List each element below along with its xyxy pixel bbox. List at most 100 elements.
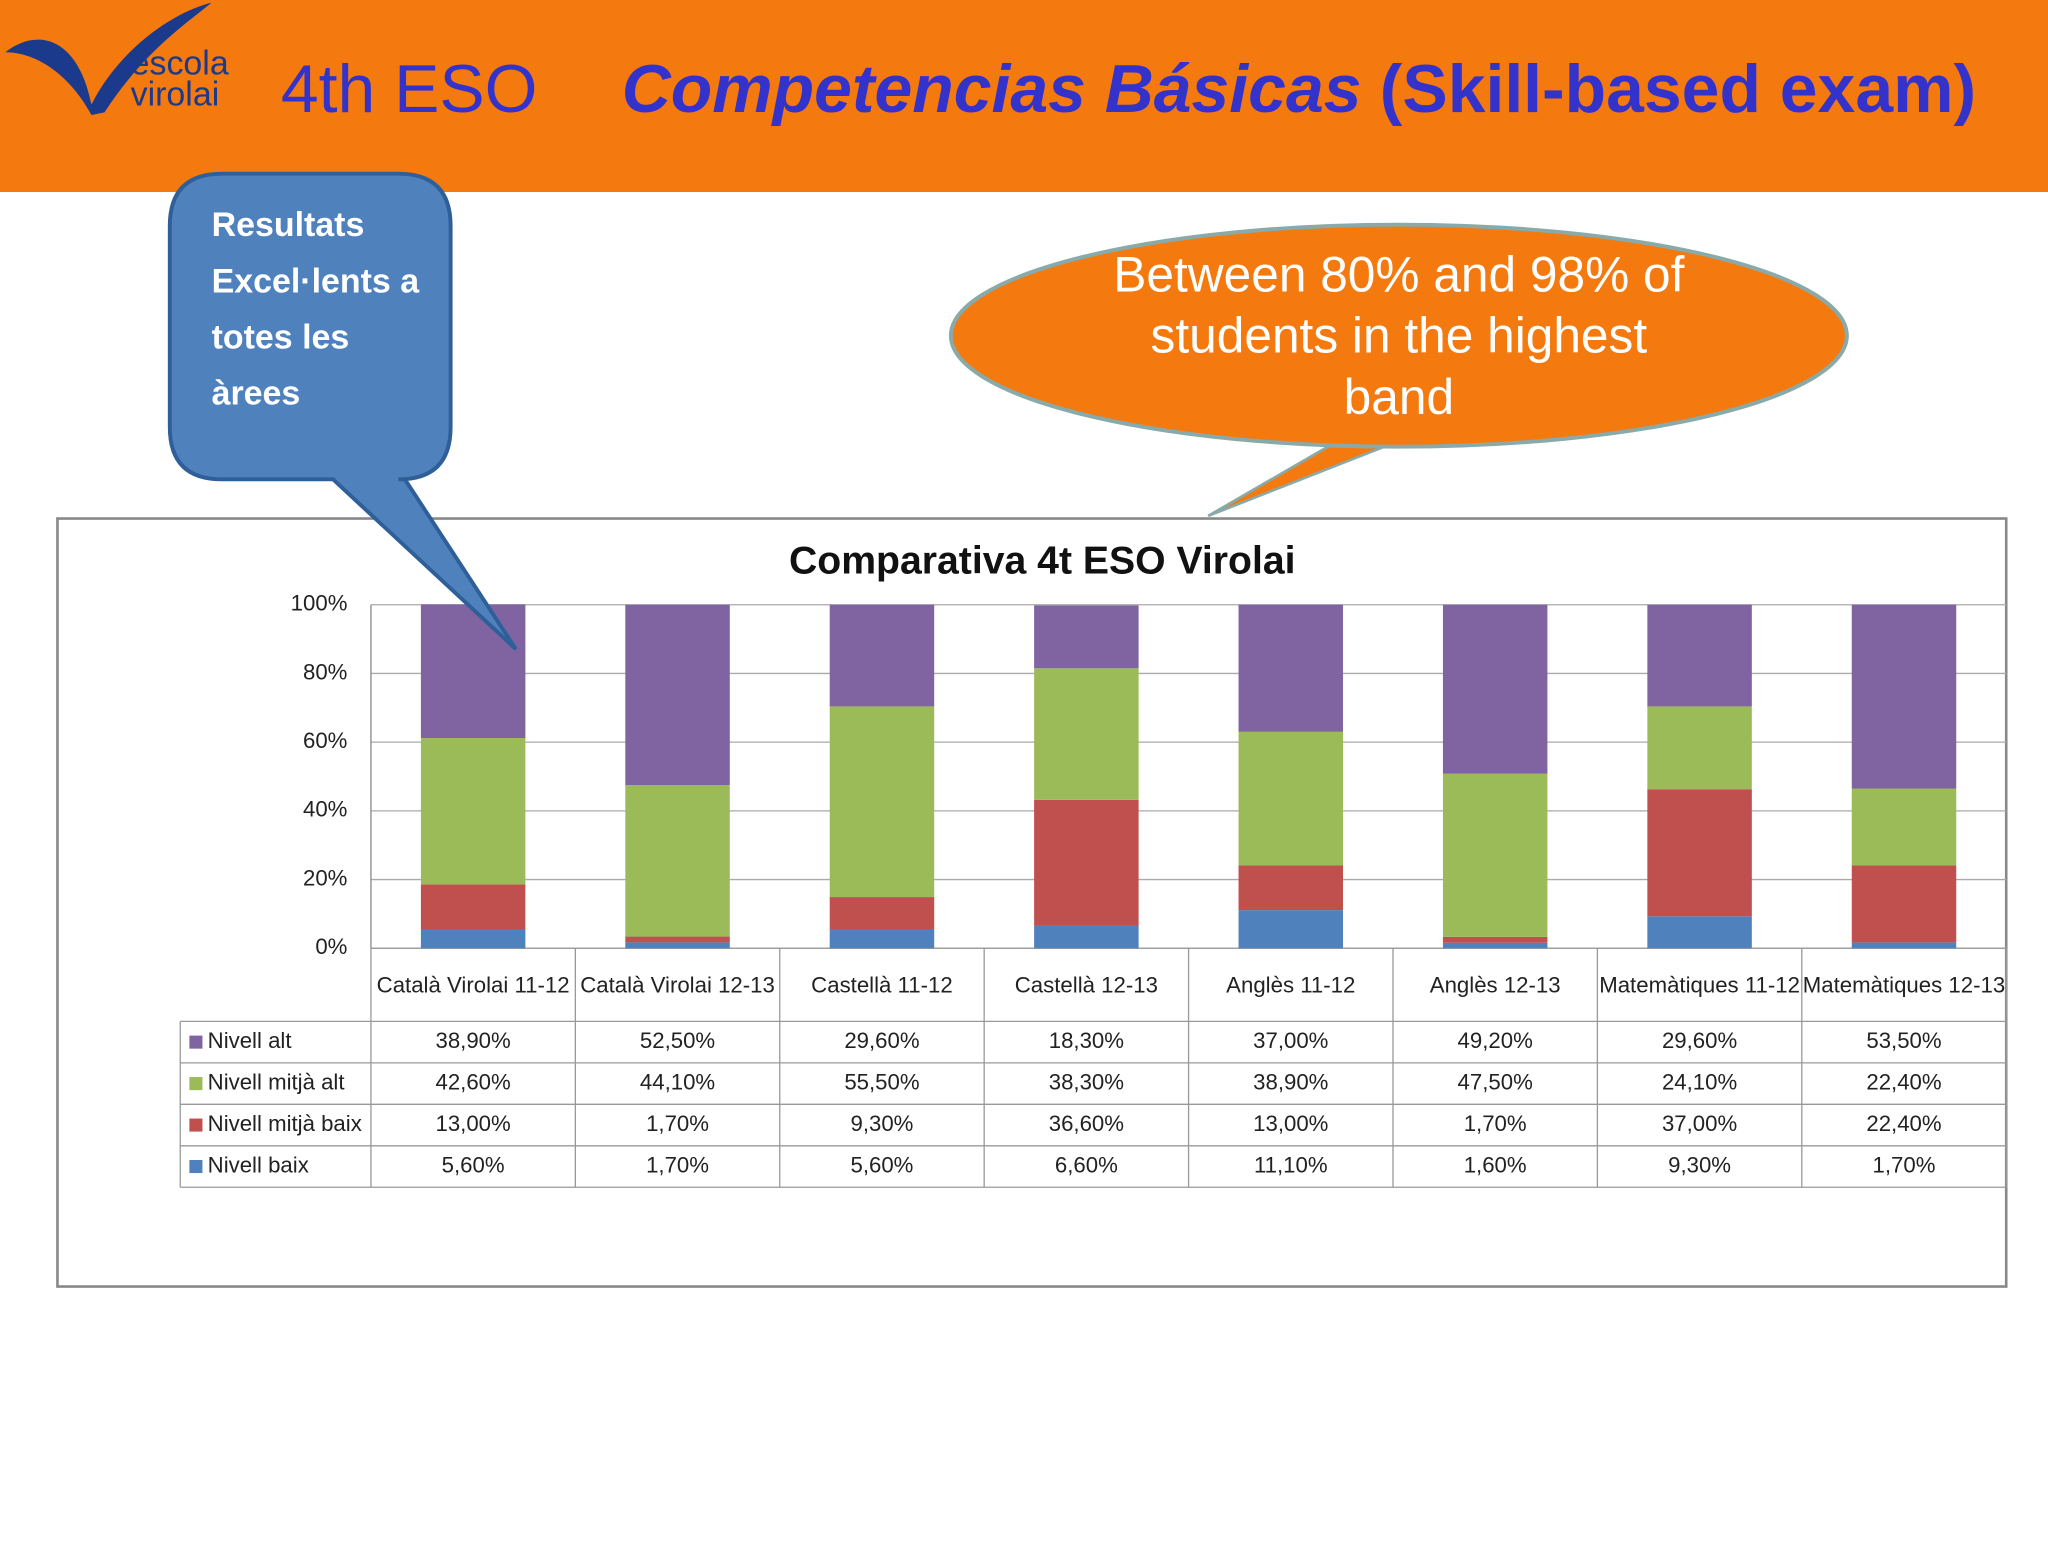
table-value: 37,00% <box>1662 1111 1737 1136</box>
callout-line: Excel·lents a <box>212 262 421 300</box>
y-tick-label: 100% <box>291 591 348 616</box>
bar-segment <box>1647 706 1752 790</box>
table-value: 24,10% <box>1662 1069 1737 1094</box>
bar-segment <box>625 936 730 943</box>
table-value: 1,70% <box>646 1152 709 1177</box>
x-tick-label: Matemàtiques 11-12 <box>1599 973 1800 998</box>
legend-label: Nivell mitjà baix <box>208 1111 362 1136</box>
table-value: 53,50% <box>1866 1028 1941 1053</box>
table-value: 5,60% <box>442 1152 505 1177</box>
x-tick-label: Català Virolai 11-12 <box>376 973 570 998</box>
bar-segment <box>1442 773 1548 937</box>
legend-swatch <box>189 1035 203 1049</box>
x-tick-label-box: Anglès 11-12 <box>1226 973 1356 998</box>
bar-segment <box>1851 788 1957 866</box>
legend-swatch <box>189 1118 203 1132</box>
y-tick-label: 40% <box>303 797 347 822</box>
callout-right-text: Between 80% and 98% of students in the hi… <box>1113 246 1684 425</box>
bar-segment <box>1442 604 1548 774</box>
x-tick-label-box: Matemàtiques 12-13 <box>1802 973 2006 998</box>
callout-line: students in the highest <box>1151 308 1648 364</box>
y-tick-label: 20% <box>303 865 347 890</box>
table-value: 44,10% <box>640 1069 715 1094</box>
table-value: 1,60% <box>1464 1152 1527 1177</box>
bar-segment <box>1238 731 1344 866</box>
bar-segment <box>625 785 730 937</box>
y-tick-label: 0% <box>315 934 347 959</box>
bar-segment <box>1034 799 1139 926</box>
plot: Comparativa 4t ESO Virolai 0% 20% 40% 60% 80%… <box>179 539 2007 1188</box>
callout-line: band <box>1344 369 1454 425</box>
table-value: 42,60% <box>436 1069 511 1094</box>
logo-text: escola <box>131 44 229 82</box>
y-tick-label: 80% <box>303 659 347 684</box>
chart-title: Comparativa 4t ESO Virolai <box>789 539 1296 582</box>
table-value: 37,00% <box>1253 1028 1328 1053</box>
table-value: 1,70% <box>646 1111 709 1136</box>
bar-segment <box>625 942 730 949</box>
bar-segment <box>1851 942 1957 949</box>
callout-line: totes les <box>212 319 350 357</box>
bar-segment <box>829 929 935 949</box>
legend-label: Nivell alt <box>208 1028 292 1053</box>
table-value: 13,00% <box>1253 1111 1328 1136</box>
bar-segment <box>829 604 935 707</box>
legend-swatch <box>189 1077 203 1091</box>
table-value: 1,70% <box>1873 1152 1936 1177</box>
bar-segment <box>1034 668 1139 800</box>
bar-segment <box>829 897 935 930</box>
x-tick-label: Català Virolai 12-13 <box>580 973 775 998</box>
table-value: 5,60% <box>850 1152 913 1177</box>
callout-line: àrees <box>212 375 301 413</box>
table-value: 36,60% <box>1049 1111 1124 1136</box>
x-tick-label: Castellà 12-13 <box>1014 973 1158 998</box>
bar-segment <box>1238 604 1344 732</box>
table-value: 47,50% <box>1458 1069 1533 1094</box>
bar-segment <box>1442 942 1548 949</box>
table-value: 18,30% <box>1049 1028 1124 1053</box>
table-value: 22,40% <box>1866 1069 1941 1094</box>
legend-label: Nivell baix <box>208 1152 309 1177</box>
bar-segment <box>1647 789 1752 917</box>
table-value: 52,50% <box>640 1028 715 1053</box>
table-value: 9,30% <box>850 1111 913 1136</box>
table-value: 55,50% <box>844 1069 919 1094</box>
table-value: 49,20% <box>1458 1028 1533 1053</box>
table-value: 1,70% <box>1464 1111 1527 1136</box>
header-bar <box>0 0 2048 192</box>
table-value: 29,60% <box>844 1028 919 1053</box>
callout-left <box>167 171 518 651</box>
x-tick-label: Anglès 12-13 <box>1429 973 1561 998</box>
bar-segment <box>1034 605 1139 669</box>
bar-segment <box>1034 925 1139 949</box>
bar-segment <box>829 706 935 898</box>
bar-segment <box>1851 865 1957 943</box>
bar-segment <box>1851 604 1957 789</box>
bar-segment <box>1238 865 1344 911</box>
legend-label: Nivell mitjà alt <box>208 1069 345 1094</box>
header-title-italic: Competencias Básicas <box>622 52 1362 127</box>
bar-segment <box>625 604 730 786</box>
y-tick-label: 60% <box>303 728 347 753</box>
bar-segment <box>1647 604 1752 707</box>
x-tick-label-box: Anglès 12-13 <box>1429 973 1561 998</box>
bar-segment <box>1238 910 1344 949</box>
bar-segment <box>420 929 526 949</box>
x-tick-label-box: Matemàtiques 11-12 <box>1599 973 1800 998</box>
table-value: 22,40% <box>1866 1111 1941 1136</box>
x-tick-label: Anglès 11-12 <box>1226 973 1356 998</box>
table-value: 9,30% <box>1668 1152 1731 1177</box>
callout-line: Between 80% and 98% of <box>1113 246 1684 302</box>
legend-swatch <box>189 1160 203 1174</box>
x-tick-label: Matemàtiques 12-13 <box>1802 973 2006 998</box>
x-tick-label-box: Castellà 11-12 <box>811 973 953 998</box>
table-value: 6,60% <box>1055 1152 1118 1177</box>
header-title-rest: (Skill-based exam) <box>1380 52 1976 127</box>
callout-line: Resultats <box>212 206 365 244</box>
callout-left-text: Resultats Excel·lents a totes les àrees <box>212 206 421 412</box>
callout-right <box>948 222 1849 449</box>
table-value: 38,90% <box>1253 1069 1328 1094</box>
bar-segment <box>420 604 526 739</box>
